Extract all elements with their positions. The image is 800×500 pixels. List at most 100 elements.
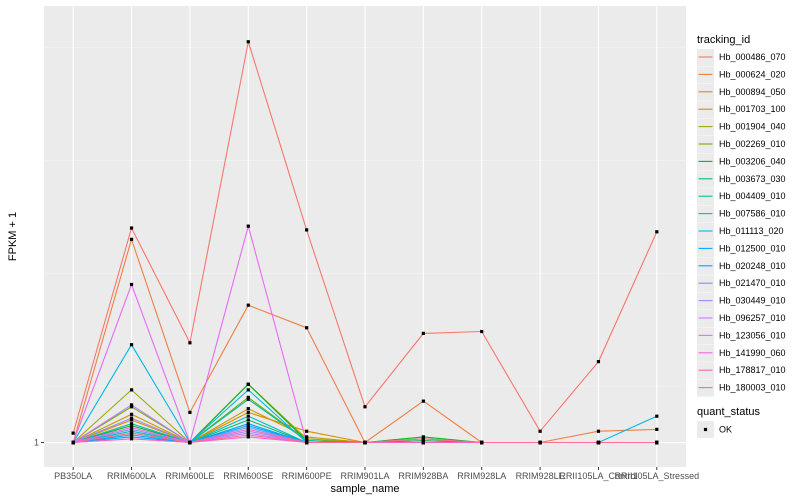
status-legend-label: OK bbox=[719, 425, 732, 435]
data-point bbox=[246, 429, 250, 433]
data-point bbox=[246, 427, 250, 431]
status-legend-point bbox=[703, 427, 708, 432]
x-tick-label: RRIM600SE bbox=[223, 471, 273, 481]
y-axis-title: FPKM + 1 bbox=[7, 212, 19, 261]
legend-items: Hb_000486_070 Hb_000624_020 Hb_000894_050 H… bbox=[697, 49, 786, 397]
data-point bbox=[129, 437, 134, 441]
x-tick-label: PB350LA bbox=[54, 471, 92, 481]
data-point bbox=[363, 440, 367, 445]
y-axis-ticks: 1 bbox=[34, 438, 44, 448]
data-point bbox=[129, 425, 134, 430]
legend-label: Hb_030449_010 bbox=[719, 296, 786, 306]
data-point bbox=[305, 439, 309, 443]
legend-label: Hb_141990_060 bbox=[719, 348, 786, 358]
data-point bbox=[129, 431, 134, 435]
x-tick-label: RRIM928LA bbox=[457, 471, 506, 481]
data-point bbox=[246, 425, 250, 430]
legend: tracking_id Hb_000486_070Hb_000624_020Hb… bbox=[697, 34, 786, 438]
data-point bbox=[71, 440, 75, 445]
data-point bbox=[129, 226, 134, 230]
legend-label: Hb_123056_010 bbox=[719, 330, 786, 340]
legend-title: tracking_id bbox=[697, 34, 750, 46]
data-point bbox=[129, 388, 134, 392]
legend-label: Hb_000486_070 bbox=[719, 52, 786, 62]
data-point bbox=[246, 395, 250, 399]
data-point bbox=[305, 326, 309, 330]
legend-label: Hb_012500_010 bbox=[719, 243, 786, 253]
x-tick-label: RRIM928LE bbox=[516, 471, 565, 481]
x-tick-label: RRIM928BA bbox=[398, 471, 448, 481]
data-point bbox=[421, 435, 425, 439]
data-point bbox=[421, 399, 425, 403]
x-axis-ticks: PB350LA RRIM600LA RRIM600LE RRIM600SE RRIM60… bbox=[54, 467, 699, 481]
data-point bbox=[246, 303, 250, 307]
data-point bbox=[421, 331, 425, 336]
legend-label: Hb_021470_010 bbox=[719, 278, 786, 288]
legend-label: Hb_000624_020 bbox=[719, 69, 786, 79]
data-point bbox=[655, 414, 659, 418]
data-point bbox=[480, 329, 484, 334]
data-point bbox=[655, 230, 659, 234]
data-point bbox=[129, 418, 134, 422]
legend-label: Hb_011113_020 bbox=[719, 226, 784, 236]
data-point bbox=[655, 440, 659, 445]
data-point bbox=[305, 228, 309, 232]
data-point bbox=[538, 429, 542, 433]
data-point bbox=[305, 429, 309, 433]
legend-label: Hb_003206_040 bbox=[719, 156, 786, 166]
series-points bbox=[71, 40, 659, 445]
data-point bbox=[129, 429, 134, 433]
data-point bbox=[363, 405, 367, 409]
data-point bbox=[129, 422, 134, 426]
x-tick-label: RRII105LA_Stressed bbox=[615, 471, 700, 481]
data-point bbox=[129, 403, 134, 407]
data-point bbox=[246, 397, 250, 401]
data-point bbox=[129, 343, 134, 347]
data-point bbox=[129, 405, 134, 409]
data-point bbox=[246, 435, 250, 439]
x-tick-label: RRIM600LA bbox=[107, 471, 156, 481]
legend-label: Hb_020248_010 bbox=[719, 261, 786, 271]
data-point bbox=[246, 424, 250, 428]
legend-label: Hb_178817_010 bbox=[719, 365, 786, 375]
data-point bbox=[305, 435, 309, 439]
data-point bbox=[596, 429, 601, 433]
data-point bbox=[596, 440, 601, 445]
data-point bbox=[246, 410, 250, 415]
data-point bbox=[538, 440, 542, 445]
x-tick-label: RRIM600PE bbox=[282, 471, 332, 481]
legend-label: Hb_007586_010 bbox=[719, 209, 786, 219]
data-point bbox=[129, 237, 134, 241]
legend-label: Hb_000894_050 bbox=[719, 87, 786, 97]
legend-label: Hb_001904_040 bbox=[719, 122, 786, 132]
data-point bbox=[305, 437, 309, 441]
data-point bbox=[246, 388, 250, 392]
legend-label: Hb_001703_100 bbox=[719, 104, 786, 114]
data-point bbox=[246, 382, 250, 386]
x-tick-label: RRII105LA_Control bbox=[559, 471, 637, 481]
data-point bbox=[480, 440, 484, 445]
data-point bbox=[188, 410, 192, 415]
data-point bbox=[129, 427, 134, 431]
data-point bbox=[129, 282, 134, 287]
data-point bbox=[246, 422, 250, 426]
data-point bbox=[596, 360, 601, 364]
data-point bbox=[421, 439, 425, 443]
data-point bbox=[129, 424, 134, 428]
data-point bbox=[655, 427, 659, 431]
legend-label: Hb_180003_010 bbox=[719, 383, 786, 393]
data-point bbox=[188, 440, 192, 445]
legend-label: Hb_002269_010 bbox=[719, 139, 786, 149]
data-point bbox=[305, 440, 309, 445]
data-point bbox=[246, 431, 250, 435]
data-point bbox=[421, 437, 425, 441]
x-axis-title: sample_name bbox=[330, 483, 399, 495]
data-point bbox=[421, 440, 425, 445]
data-point bbox=[129, 435, 134, 439]
x-tick-label: RRIM600LE bbox=[165, 471, 214, 481]
data-point bbox=[129, 412, 134, 416]
data-point bbox=[188, 341, 192, 345]
legend-label: Hb_096257_010 bbox=[719, 313, 786, 323]
x-tick-label: RRIM901LA bbox=[340, 471, 389, 481]
